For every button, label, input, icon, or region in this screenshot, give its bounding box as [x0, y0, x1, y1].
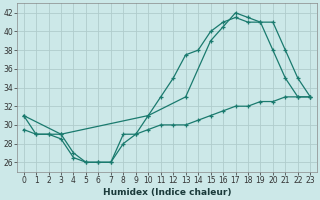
X-axis label: Humidex (Indice chaleur): Humidex (Indice chaleur) [103, 188, 231, 197]
